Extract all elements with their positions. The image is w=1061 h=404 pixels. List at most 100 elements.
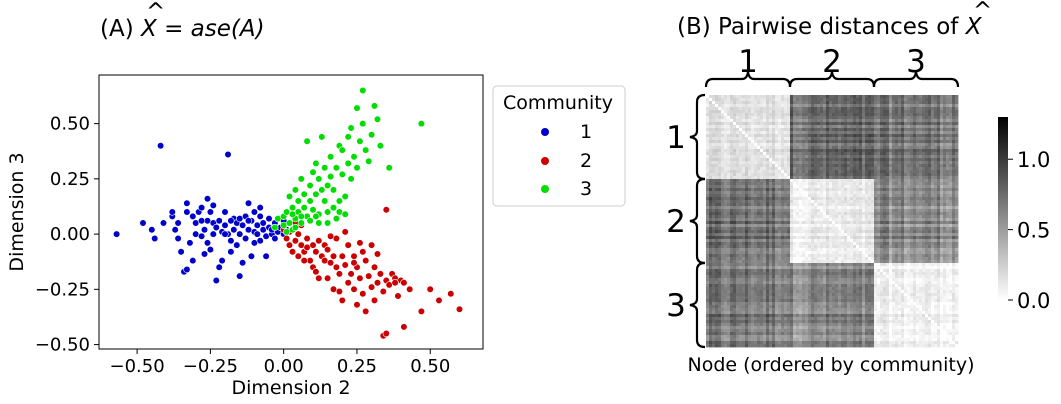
heatmap-cell	[739, 230, 743, 234]
heatmap-cell	[904, 233, 908, 237]
heatmap-cell	[724, 209, 728, 213]
heatmap-cell	[805, 110, 809, 114]
heatmap-cell	[796, 95, 800, 99]
heatmap-cell	[820, 128, 824, 132]
heatmap-cell	[781, 110, 785, 114]
heatmap-cell	[880, 152, 884, 156]
heatmap-cell	[805, 122, 809, 126]
heatmap-cell	[874, 95, 878, 99]
heatmap-cell	[880, 116, 884, 120]
heatmap-cell	[778, 179, 782, 183]
heatmap-cell	[760, 257, 764, 261]
heatmap-cell	[889, 119, 893, 123]
heatmap-cell	[931, 167, 935, 171]
scatter-point	[376, 142, 385, 150]
heatmap-cell	[943, 167, 947, 171]
heatmap-cell	[784, 191, 788, 195]
heatmap-cell	[772, 104, 776, 108]
heatmap-cell	[892, 251, 896, 255]
heatmap-cell	[904, 134, 908, 138]
heatmap-cell	[943, 170, 947, 174]
heatmap-cell	[874, 104, 878, 108]
heatmap-cell	[715, 236, 719, 240]
heatmap-cell	[919, 134, 923, 138]
heatmap-cell	[733, 230, 737, 234]
heatmap-cell	[838, 164, 842, 168]
heatmap-cell	[820, 143, 824, 147]
heatmap-cell	[709, 206, 713, 210]
heatmap-cell	[757, 203, 761, 207]
heatmap-cell	[919, 152, 923, 156]
heatmap-cell	[763, 257, 767, 261]
heatmap-cell	[811, 95, 815, 99]
heatmap-cell	[955, 152, 959, 156]
heatmap-cell	[775, 245, 779, 249]
heatmap-cell	[919, 215, 923, 219]
heatmap-cell	[835, 245, 839, 249]
heatmap-cell	[772, 191, 776, 195]
heatmap-cell	[949, 203, 953, 207]
heatmap-cell	[898, 158, 902, 162]
heatmap-cell	[805, 134, 809, 138]
heatmap-cell	[880, 236, 884, 240]
heatmap-cell	[772, 200, 776, 204]
heatmap-cell	[802, 119, 806, 123]
heatmap-cell	[802, 161, 806, 165]
scatter-y-axis: −0.50−0.250.000.250.50	[35, 114, 99, 356]
heatmap-cell	[829, 122, 833, 126]
heatmap-cell	[796, 137, 800, 141]
heatmap-cell	[838, 203, 842, 207]
heatmap-cell	[832, 158, 836, 162]
heatmap-cell	[760, 137, 764, 141]
heatmap-cell	[844, 179, 848, 183]
heatmap-cell	[736, 239, 740, 243]
heatmap-cell	[922, 152, 926, 156]
heatmap-cell	[835, 230, 839, 234]
heatmap-cell	[889, 254, 893, 258]
heatmap-cell	[934, 161, 938, 165]
heatmap-cell	[742, 140, 746, 144]
heatmap-cell	[943, 191, 947, 195]
heatmap-cell	[853, 101, 857, 105]
heatmap-cell	[820, 167, 824, 171]
heatmap-cell	[910, 143, 914, 147]
heatmap-cell	[952, 110, 956, 114]
heatmap-cell	[856, 209, 860, 213]
heatmap-cell	[766, 230, 770, 234]
heatmap-cell	[892, 149, 896, 153]
heatmap-cell	[823, 218, 827, 222]
heatmap-cell	[916, 119, 920, 123]
heatmap-cell	[739, 209, 743, 213]
heatmap-cell	[706, 110, 710, 114]
heatmap-cell	[952, 155, 956, 159]
heatmap-cell	[772, 167, 776, 171]
heatmap-cell	[739, 95, 743, 99]
heatmap-cell	[802, 176, 806, 180]
heatmap-cell	[934, 125, 938, 129]
heatmap-cell	[778, 203, 782, 207]
heatmap-cell	[796, 131, 800, 135]
heatmap-cell	[799, 257, 803, 261]
heatmap-cell	[937, 191, 941, 195]
heatmap-cell	[718, 251, 722, 255]
heatmap-cell	[853, 218, 857, 222]
heatmap-cell	[712, 188, 716, 192]
heatmap-cell	[904, 164, 908, 168]
heatmap-cell	[934, 116, 938, 120]
heatmap-cell	[790, 209, 794, 213]
heatmap-cell	[922, 206, 926, 210]
heatmap-cell	[835, 257, 839, 261]
heatmap-cell	[880, 134, 884, 138]
heatmap-cell	[730, 158, 734, 162]
heatmap-cell	[877, 224, 881, 228]
heatmap-cell	[901, 182, 905, 186]
heatmap-cell	[865, 242, 869, 246]
heatmap-cell	[835, 161, 839, 165]
heatmap-cell	[748, 218, 752, 222]
heatmap-cell	[817, 149, 821, 153]
heatmap-cell	[811, 239, 815, 243]
heatmap-cell	[763, 182, 767, 186]
heatmap-cell	[832, 245, 836, 249]
heatmap-cell	[823, 143, 827, 147]
heatmap-cell	[748, 230, 752, 234]
